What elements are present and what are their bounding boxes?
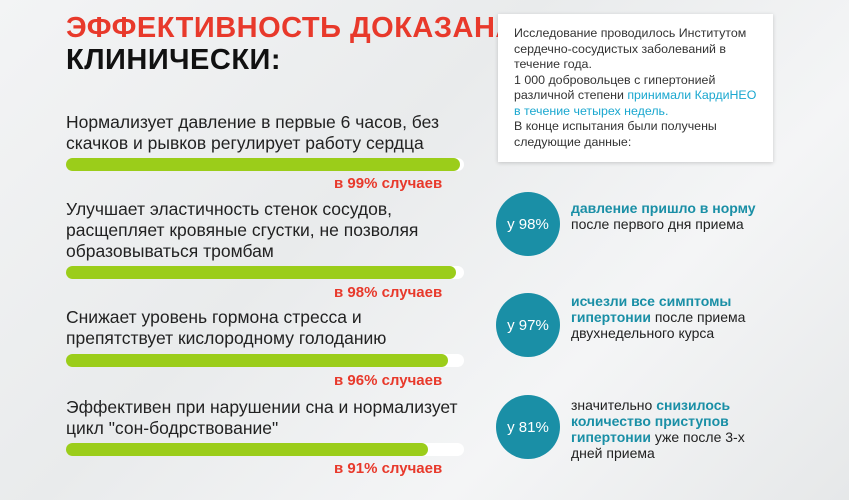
stat-text-bold: давление пришло в норму bbox=[571, 200, 756, 216]
progress-bar bbox=[66, 354, 464, 367]
percent-label: в 96% случаев bbox=[334, 372, 443, 389]
progress-bar bbox=[66, 266, 464, 279]
benefit-item: Эффективен при нарушении сна и нормализу… bbox=[66, 397, 486, 477]
title-line-2: КЛИНИЧЕСКИ: bbox=[66, 44, 282, 76]
stat-circle: у 97% bbox=[496, 293, 560, 357]
stat-circle: у 81% bbox=[496, 395, 560, 459]
stat-circle: у 98% bbox=[496, 192, 560, 256]
stat-text-post: после приема двухнедельного курса bbox=[571, 309, 746, 341]
study-info-box: Исследование проводилось Институтом серд… bbox=[498, 14, 773, 162]
progress-fill bbox=[66, 158, 461, 171]
stat-text: значительно снизилось количество приступ… bbox=[571, 397, 771, 461]
percent-label: в 91% случаев bbox=[334, 460, 443, 477]
progress-fill bbox=[66, 443, 429, 456]
percent-label: в 98% случаев bbox=[334, 284, 443, 301]
page-title: ЭФФЕКТИВНОСТЬ ДОКАЗАНА КЛИНИЧЕСКИ: bbox=[66, 12, 517, 76]
study-highlight: принимали КардиНЕО в течение четырех нед… bbox=[514, 88, 757, 118]
stat-text-pre: значительно bbox=[571, 397, 657, 413]
stat-text: давление пришло в норму после первого дн… bbox=[571, 200, 781, 232]
percent-label: в 99% случаев bbox=[334, 175, 443, 192]
study-info-text: Исследование проводилось Институтом серд… bbox=[514, 26, 762, 150]
benefit-text: Снижает уровень гормона стресса и препят… bbox=[66, 307, 387, 348]
stat-text-bold: исчезли все симптомы гипертонии bbox=[571, 293, 732, 325]
progress-bar bbox=[66, 158, 464, 171]
stat-text: исчезли все симптомы гипертонии после пр… bbox=[571, 293, 771, 341]
stat-text-post: после первого дня приема bbox=[571, 216, 744, 232]
benefit-text: Улучшает эластичность стенок сосудов, ра… bbox=[66, 199, 419, 261]
benefit-text: Эффективен при нарушении сна и нормализу… bbox=[66, 397, 458, 438]
stat-text-post: уже после 3-х дней приема bbox=[571, 429, 745, 461]
study-intro: Исследование проводилось Институтом серд… bbox=[514, 26, 747, 71]
progress-fill bbox=[66, 266, 457, 279]
study-results-intro: В конце испытания были получены следующи… bbox=[514, 119, 717, 149]
benefit-item: Улучшает эластичность стенок сосудов, ра… bbox=[66, 199, 486, 301]
study-participants: 1 000 добровольцев с гипертонией различн… bbox=[514, 72, 716, 103]
title-line-1: ЭФФЕКТИВНОСТЬ ДОКАЗАНА bbox=[66, 12, 517, 44]
progress-fill bbox=[66, 354, 449, 367]
benefit-item: Снижает уровень гормона стресса и препят… bbox=[66, 307, 486, 389]
benefit-text: Нормализует давление в первые 6 часов, б… bbox=[66, 112, 439, 153]
progress-bar bbox=[66, 443, 464, 456]
benefit-item: Нормализует давление в первые 6 часов, б… bbox=[66, 112, 486, 192]
stat-text-bold: снизилось количество приступов гипертони… bbox=[571, 397, 731, 445]
